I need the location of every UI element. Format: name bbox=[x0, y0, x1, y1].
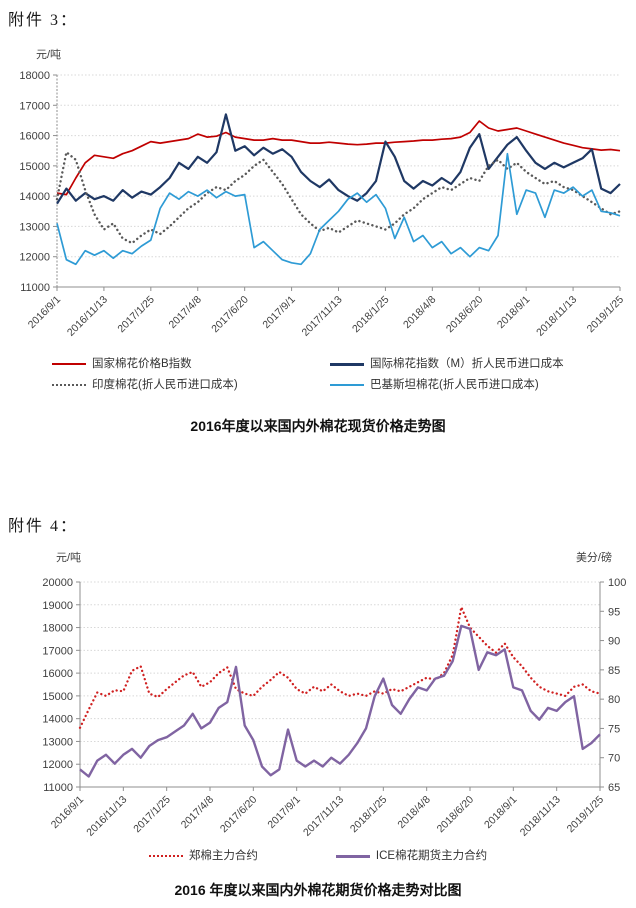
legend-swatch-icon bbox=[52, 384, 86, 386]
attachment-3-label: 附件 3： bbox=[8, 12, 79, 29]
x-tick-label: 2018/1/25 bbox=[350, 294, 392, 336]
spot-price-chart: 元/吨 18000 17000 16000 15000 14000 13000 12000 11… bbox=[19, 48, 627, 339]
y-tick-label: 14000 bbox=[19, 191, 50, 203]
y-tick-label-right: 70 bbox=[608, 753, 620, 765]
y-tick-label-left: 14000 bbox=[42, 714, 73, 726]
legend-item-3: 巴基斯坦棉花(折人民币进口成本) bbox=[330, 378, 610, 392]
legend-item-0: 国家棉花价格B指数 bbox=[52, 357, 330, 371]
futures-price-chart: 元/吨 美分/磅 20000 19000 18000 17000 16000 15000 140… bbox=[42, 550, 626, 839]
y-axis-unit-label: 元/吨 bbox=[36, 48, 61, 61]
series-line-巴基斯坦棉花(折人民币进口成本) bbox=[56, 152, 621, 266]
legend-label: ICE棉花期货主力合约 bbox=[375, 850, 488, 862]
x-tick-label: 2017/9/1 bbox=[260, 294, 297, 331]
x-tick-label: 2018/4/8 bbox=[395, 794, 432, 831]
x-tick-label: 2016/11/13 bbox=[65, 294, 110, 339]
x-tick-label: 2017/1/25 bbox=[115, 294, 157, 336]
x-tick-label: 2018/6/20 bbox=[435, 794, 477, 836]
legend-item-1: 国际棉花指数（M）折人民币进口成本 bbox=[330, 357, 610, 371]
y-tick-label-right: 100 bbox=[608, 577, 626, 589]
legend-item-2: 印度棉花(折人民币进口成本) bbox=[52, 378, 330, 392]
y-tick-label-left: 20000 bbox=[42, 577, 73, 589]
x-tick-label: 2019/1/25 bbox=[565, 794, 607, 836]
x-tick-label: 2016/9/1 bbox=[49, 794, 86, 831]
y-tick-label: 17000 bbox=[19, 100, 50, 112]
y-tick-label-left: 13000 bbox=[42, 736, 73, 748]
y-tick-label-right: 95 bbox=[608, 606, 620, 618]
y-axis-right-unit-label: 美分/磅 bbox=[576, 550, 612, 564]
y-tick-label-left: 15000 bbox=[42, 691, 73, 703]
x-tick-label: 2017/11/13 bbox=[300, 294, 345, 339]
x-tick-label: 2019/1/25 bbox=[585, 294, 627, 336]
legend-swatch-icon bbox=[148, 855, 183, 857]
series-line-国际棉花指数（M）折人民币进口成本 bbox=[56, 113, 621, 205]
x-tick-label: 2018/11/13 bbox=[518, 794, 563, 839]
spot-chart-title: 2016年度以来国内外棉花现货价格走势图 bbox=[190, 418, 446, 434]
x-tick-label: 2017/11/13 bbox=[301, 794, 346, 839]
y-tick-label-right: 85 bbox=[608, 665, 620, 677]
attachment-4-label: 附件 4： bbox=[8, 518, 79, 535]
x-tick-label: 2018/11/13 bbox=[534, 294, 579, 339]
legend-swatch-icon bbox=[330, 384, 364, 386]
legend-item-0: 郑棉主力合约 bbox=[148, 849, 258, 863]
x-tick-label: 2018/1/25 bbox=[348, 794, 390, 836]
series-line-郑棉主力合约 bbox=[78, 605, 602, 729]
legend-item-1: ICE棉花期货主力合约 bbox=[335, 849, 488, 863]
spot-chart-legend: 国家棉花价格B指数 国际棉花指数（M）折人民币进口成本印度棉花(折人民币进口成本)… bbox=[52, 357, 610, 392]
x-tick-label: 2017/6/20 bbox=[209, 294, 251, 336]
y-tick-label: 15000 bbox=[19, 161, 50, 173]
legend-label: 郑棉主力合约 bbox=[188, 850, 258, 862]
y-tick-label-right: 75 bbox=[608, 723, 620, 735]
legend-swatch-icon bbox=[335, 854, 370, 858]
y-tick-label: 13000 bbox=[19, 221, 50, 233]
x-tick-label: 2018/6/20 bbox=[444, 294, 486, 336]
y-tick-label-right: 65 bbox=[608, 782, 620, 794]
y-tick-label-left: 16000 bbox=[42, 668, 73, 680]
x-tick-label: 2017/6/20 bbox=[218, 794, 260, 836]
y-tick-label-left: 17000 bbox=[42, 645, 73, 657]
x-tick-label: 2018/4/8 bbox=[401, 294, 438, 331]
legend-label: 巴基斯坦棉花(折人民币进口成本) bbox=[370, 379, 539, 391]
y-tick-label-left: 19000 bbox=[42, 600, 73, 612]
x-tick-label: 2017/4/8 bbox=[179, 794, 216, 831]
x-tick-label: 2017/1/25 bbox=[131, 794, 173, 836]
x-tick-label: 2017/9/1 bbox=[265, 794, 302, 831]
y-axis-left-unit-label: 元/吨 bbox=[56, 551, 81, 564]
y-tick-label-left: 11000 bbox=[43, 782, 73, 794]
y-tick-label: 11000 bbox=[20, 282, 50, 294]
series-line-国家棉花价格B指数 bbox=[56, 120, 621, 196]
y-tick-label: 18000 bbox=[19, 70, 50, 82]
x-tick-label: 2017/4/8 bbox=[167, 294, 204, 331]
y-tick-label: 16000 bbox=[19, 131, 50, 143]
legend-swatch-icon bbox=[330, 362, 364, 366]
legend-swatch-icon bbox=[52, 363, 86, 365]
legend-label: 国家棉花价格B指数 bbox=[92, 358, 192, 370]
y-tick-label: 12000 bbox=[19, 252, 50, 264]
y-tick-label-left: 18000 bbox=[42, 623, 73, 635]
futures-chart-title: 2016 年度以来国内外棉花期货价格走势对比图 bbox=[174, 882, 462, 898]
y-tick-label-right: 80 bbox=[608, 694, 620, 706]
y-tick-label-right: 90 bbox=[608, 636, 620, 648]
x-tick-label: 2018/9/1 bbox=[482, 794, 519, 831]
legend-label: 国际棉花指数（M）折人民币进口成本 bbox=[370, 358, 564, 370]
x-tick-label: 2016/11/13 bbox=[84, 794, 129, 839]
y-tick-label-left: 12000 bbox=[42, 759, 73, 771]
futures-chart-legend: 郑棉主力合约 ICE棉花期货主力合约 bbox=[0, 849, 636, 863]
x-tick-label: 2018/9/1 bbox=[495, 294, 532, 331]
x-tick-label: 2016/9/1 bbox=[26, 294, 63, 331]
series-line-ICE棉花期货主力合约 bbox=[79, 624, 601, 778]
legend-label: 印度棉花(折人民币进口成本) bbox=[92, 379, 238, 391]
